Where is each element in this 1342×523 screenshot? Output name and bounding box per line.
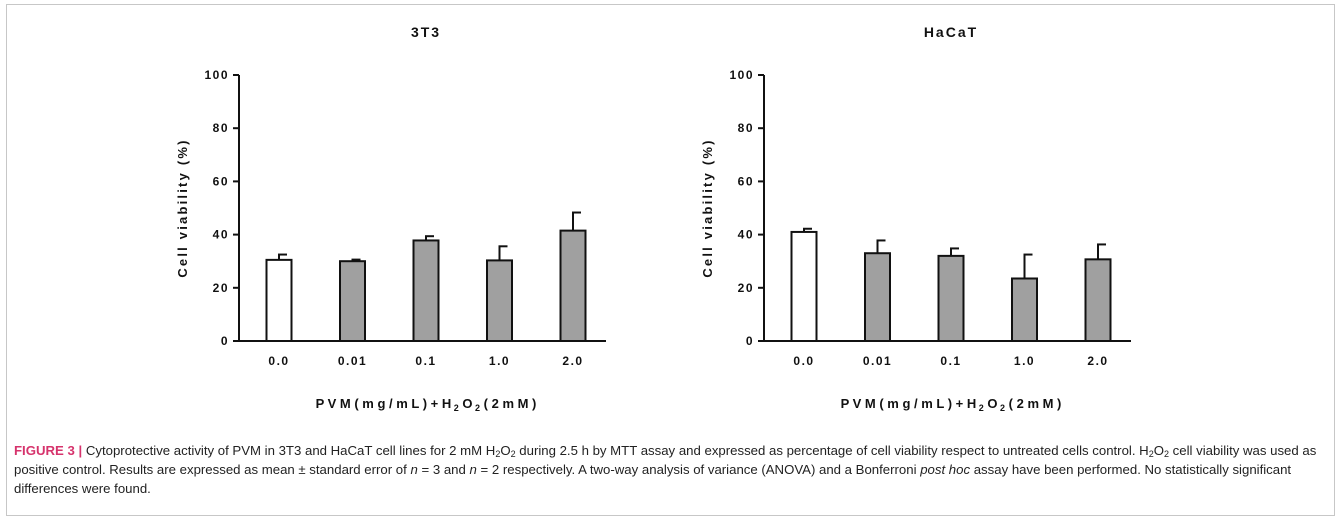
figure-caption: FIGURE 3 | Cytoprotective activity of PV… (14, 441, 1324, 498)
x-tick-label-hacat-0: 0.0 (793, 354, 814, 368)
bar-hacat-1 (864, 252, 891, 342)
y-axis-label-hacat: Cell viability (%) (700, 138, 715, 277)
y-tick-label-hacat-0: 0 (746, 334, 754, 348)
caption-sub-2: 2 (510, 449, 516, 459)
caption-text-3: during 2.5 h by MTT assay and expressed … (515, 443, 1149, 458)
caption-n-1: n (410, 462, 418, 477)
x-tick-label-3t3-3: 1.0 (489, 354, 510, 368)
x-tick-label-3t3-0: 0.0 (268, 354, 289, 368)
x-axis-label-3t3: P V M ( m g / m L ) + H 2 O 2 ( 2 m M ) (316, 396, 537, 413)
x-tick-label-3t3-4: 2.0 (562, 354, 583, 368)
bar-3t3-4 (559, 229, 587, 342)
caption-text-6: = 3 and (417, 462, 470, 477)
caption-text-7: = 2 respectively. A two-way analysis of … (476, 462, 921, 477)
bar-hacat-3 (1011, 277, 1038, 342)
x-tick-label-hacat-4: 2.0 (1087, 354, 1108, 368)
bar-hacat-0 (790, 230, 818, 342)
y-tick-label-3t3-100: 100 (204, 68, 229, 82)
x-tick-label-hacat-1: 0.01 (863, 354, 892, 368)
caption-text-1: Cytoprotective activity of PVM in 3T3 an… (82, 443, 496, 458)
y-tick-label-3t3-40: 40 (213, 228, 229, 242)
bar-3t3-1 (339, 260, 366, 343)
x-axis-label-hacat: P V M ( m g / m L ) + H 2 O 2 ( 2 m M ) (841, 396, 1062, 413)
figure-frame (6, 4, 1335, 516)
y-tick-label-hacat-20: 20 (738, 281, 754, 295)
caption-sub-1: 2 (495, 449, 501, 459)
x-tick-label-3t3-1: 0.01 (338, 354, 367, 368)
bar-3t3-2 (412, 239, 440, 342)
caption-text-2: O (500, 443, 511, 458)
bar-3t3-3 (486, 259, 513, 343)
y-tick-label-hacat-80: 80 (738, 121, 754, 135)
figure-label: FIGURE 3 | (14, 443, 83, 458)
caption-sub-4: 2 (1163, 449, 1169, 459)
y-tick-label-hacat-100: 100 (729, 68, 754, 82)
y-tick-label-hacat-40: 40 (738, 228, 754, 242)
x-tick-label-hacat-3: 1.0 (1014, 354, 1035, 368)
y-tick-label-3t3-60: 60 (213, 174, 229, 188)
y-tick-label-3t3-0: 0 (221, 334, 229, 348)
bar-hacat-4 (1084, 258, 1112, 343)
y-tick-label-3t3-80: 80 (213, 121, 229, 135)
x-tick-label-hacat-2: 0.1 (940, 354, 961, 368)
caption-text-4: O (1153, 443, 1164, 458)
caption-sub-3: 2 (1148, 449, 1154, 459)
y-tick-label-hacat-60: 60 (738, 174, 754, 188)
caption-posthoc: post hoc (920, 462, 971, 477)
caption-n-2: n (469, 462, 477, 477)
chart-title-hacat: HaCaT (924, 24, 978, 40)
y-tick-label-3t3-20: 20 (213, 281, 229, 295)
y-axis-label-3t3: Cell viability (%) (175, 138, 190, 277)
x-tick-label-3t3-2: 0.1 (415, 354, 436, 368)
caption-text-8: assay have been performed. No statistica… (14, 462, 1292, 496)
bar-3t3-0 (265, 258, 293, 342)
chart-title-3t3: 3T3 (411, 24, 441, 40)
bar-hacat-2 (937, 254, 965, 343)
caption-text-5: cell viability was used as positive cont… (14, 443, 1317, 477)
